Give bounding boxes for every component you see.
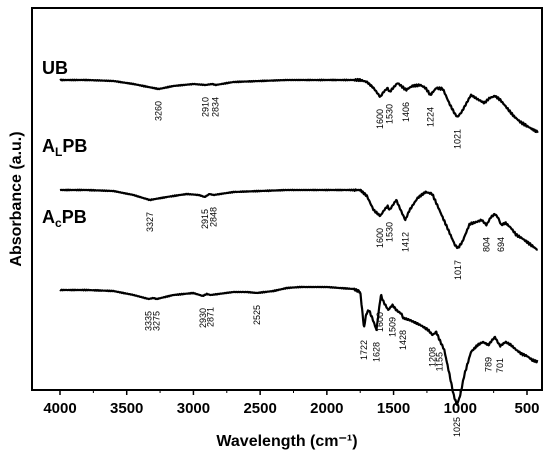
spectrum-line-alpb	[59, 188, 539, 251]
peak-label: 3260	[154, 101, 164, 121]
x-tick-label: 1500	[377, 400, 410, 417]
peak-label: 3335	[144, 311, 154, 331]
peak-label: 1600	[375, 228, 385, 248]
x-tick-label: 2500	[243, 400, 276, 417]
peak-label: 2930	[198, 308, 208, 328]
x-tick-label: 500	[514, 400, 539, 417]
peak-label: 1628	[372, 342, 382, 362]
peak-label: 2525	[252, 305, 262, 325]
peak-label: 1509	[387, 317, 397, 337]
series-name-label: ALPB	[42, 136, 87, 159]
peak-label: 1530	[385, 222, 395, 242]
x-tick-label: 3500	[110, 400, 143, 417]
spectra-group	[59, 77, 539, 406]
peak-label: 2910	[200, 97, 210, 117]
x-axis-label: Wavelength (cm⁻¹)	[216, 433, 357, 450]
peak-label: 1722	[359, 340, 369, 360]
peak-label: 1428	[398, 330, 408, 350]
peak-label: 804	[481, 237, 491, 252]
x-tick-label: 2000	[310, 400, 343, 417]
peak-label: 1530	[385, 104, 395, 124]
peak-label: 694	[496, 237, 506, 252]
peak-label: 1406	[401, 102, 411, 122]
spectrum-line-acpb	[59, 285, 539, 406]
peak-label: 2871	[206, 307, 216, 327]
peak-label: 2834	[211, 97, 221, 117]
peak-label: 1600	[375, 109, 385, 129]
spectrum-line-ub	[59, 77, 539, 134]
peak-label: 1025	[452, 417, 462, 437]
x-axis-ticks	[59, 390, 528, 395]
peak-label: 3275	[152, 311, 162, 331]
peak-label: 2848	[209, 207, 219, 227]
plot-frame	[31, 7, 543, 391]
peak-label: 2915	[200, 209, 210, 229]
peak-label: 3327	[145, 212, 155, 232]
peak-label: 1155	[435, 352, 445, 371]
x-axis-tick-labels: 4000 3500 3000 2500 2000 1500 1000 500	[43, 400, 539, 417]
peak-label: 1412	[400, 232, 410, 252]
peak-label: 1224	[425, 107, 435, 127]
peak-label: 1208	[428, 347, 438, 367]
y-axis-label: Absorbance (a.u.)	[8, 131, 25, 266]
peak-label: 1021	[453, 129, 463, 149]
peak-label: 1017	[453, 260, 463, 280]
x-tick-label: 3000	[177, 400, 210, 417]
peak-label: 701	[495, 358, 505, 373]
x-tick-label: 4000	[43, 400, 76, 417]
series-name-label: AcPB	[42, 207, 87, 230]
series-labels: UB ALPB AcPB	[42, 58, 87, 230]
peak-label: 1600	[375, 312, 385, 332]
series-name-label: UB	[42, 58, 68, 78]
peak-label: 789	[483, 357, 493, 372]
x-tick-label: 1000	[444, 400, 477, 417]
